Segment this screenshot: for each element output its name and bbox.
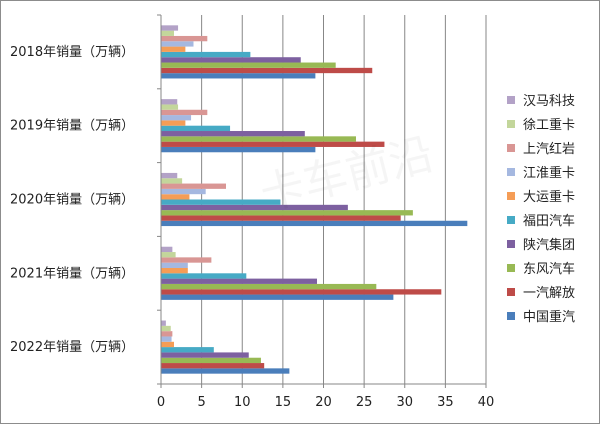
legend-swatch	[507, 120, 515, 128]
bar	[161, 41, 194, 47]
bar	[161, 199, 281, 205]
bar	[161, 30, 174, 36]
legend-label: 江淮重卡	[523, 165, 575, 181]
bar	[161, 341, 174, 348]
bar	[161, 104, 179, 110]
bar	[161, 352, 249, 358]
bar	[161, 204, 348, 211]
x-tick-labels: 0 5 10 15 20 25 30 35 40	[157, 395, 494, 410]
bars	[161, 25, 468, 374]
legend-swatch	[507, 144, 515, 152]
legend-swatch	[507, 312, 515, 320]
bar	[161, 109, 208, 116]
bar	[161, 278, 317, 284]
bar	[161, 178, 183, 184]
bar	[161, 267, 188, 274]
bar	[161, 172, 178, 179]
category-label: 2021年销量（万辆）	[10, 266, 134, 281]
bar	[161, 246, 173, 253]
bar	[161, 336, 172, 342]
legend-label: 东风汽车	[523, 261, 575, 277]
bar	[161, 125, 231, 132]
legend-swatch	[507, 192, 515, 200]
x-tick-label: 35	[437, 395, 454, 410]
legend-label: 陕汽集团	[523, 237, 575, 253]
bar	[161, 57, 301, 63]
bar	[161, 289, 442, 295]
legend-swatch	[507, 216, 515, 224]
category-label: 2020年销量（万辆）	[10, 193, 134, 208]
bar	[161, 120, 186, 126]
legend-swatch	[507, 96, 515, 104]
bar	[161, 368, 290, 374]
bar	[161, 35, 208, 42]
bar	[161, 283, 377, 290]
bar	[161, 99, 178, 105]
legend-label: 汉马科技	[523, 94, 575, 109]
bar	[161, 136, 356, 142]
legend-label: 徐工重卡	[523, 117, 575, 133]
x-tick-label: 15	[275, 395, 292, 410]
legend-swatch	[507, 288, 515, 296]
bar	[161, 25, 179, 31]
bar	[161, 73, 316, 79]
bar	[161, 320, 166, 326]
legend-label: 一汽解放	[523, 286, 575, 301]
bar	[161, 146, 316, 153]
bar	[161, 363, 265, 369]
bar	[161, 131, 305, 137]
category-label: 2018年销量（万辆）	[10, 45, 134, 60]
bar	[161, 188, 206, 195]
legend-swatch	[507, 168, 515, 176]
legend-label: 上汽红岩	[523, 141, 575, 157]
bar	[161, 194, 190, 200]
bar	[161, 325, 171, 332]
bar	[161, 257, 212, 263]
bar	[161, 273, 247, 279]
bar	[161, 331, 173, 337]
axes	[157, 14, 487, 388]
legend-label: 福田汽车	[523, 213, 575, 229]
x-tick-label: 20	[315, 395, 332, 410]
bar	[161, 215, 401, 221]
category-label: 2022年销量（万辆）	[10, 340, 134, 355]
x-tick-label: 30	[396, 395, 413, 410]
category-label: 2019年销量（万辆）	[10, 119, 134, 134]
bar	[161, 294, 394, 300]
x-tick-label: 40	[478, 395, 495, 410]
bar	[161, 347, 214, 353]
legend-label: 中国重汽	[523, 309, 575, 325]
bar	[161, 62, 336, 68]
bar	[161, 141, 385, 147]
bar	[161, 115, 192, 121]
legend-swatch	[507, 264, 515, 272]
category-labels: 2018年销量（万辆） 2019年销量（万辆） 2020年销量（万辆） 2021年销量…	[10, 45, 134, 355]
bar	[161, 252, 176, 258]
bar	[161, 183, 226, 189]
legend-label: 大运重卡	[523, 189, 575, 205]
x-tick-label: 5	[197, 395, 205, 410]
bar	[161, 46, 186, 52]
bar	[161, 357, 261, 364]
x-tick-label: 10	[234, 395, 251, 410]
x-tick-label: 0	[157, 395, 165, 410]
x-tick-label: 25	[356, 395, 373, 410]
bar	[161, 210, 413, 216]
bar	[161, 220, 468, 227]
bar	[161, 262, 188, 268]
legend-swatch	[507, 240, 515, 248]
bar	[161, 67, 373, 74]
bar	[161, 51, 251, 58]
